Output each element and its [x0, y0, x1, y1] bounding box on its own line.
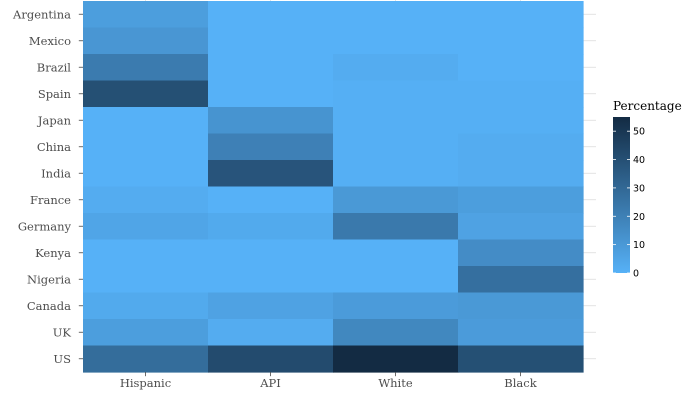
y-tick-label: India: [41, 166, 71, 180]
heatmap-cell-india-api: [208, 160, 334, 188]
heatmap-cell-india-hispanic: [83, 160, 209, 188]
heatmap-cell-mexico-hispanic: [83, 27, 209, 55]
heatmap-cell-germany-black: [458, 213, 584, 241]
heatmap-cell-brazil-white: [333, 54, 459, 82]
heatmap-cell-india-white: [333, 160, 459, 188]
heatmap-cell-brazil-black: [458, 54, 584, 82]
y-tick-label: US: [53, 352, 71, 366]
heatmap-cell-argentina-api: [208, 1, 334, 29]
heatmap-cell-kenya-hispanic: [83, 239, 209, 267]
heatmap-cell-germany-white: [333, 213, 459, 241]
heatmap-cell-china-black: [458, 133, 584, 161]
y-tick-label: Kenya: [35, 246, 71, 260]
heatmap-cell-japan-api: [208, 107, 334, 135]
x-tick-label: Black: [504, 376, 537, 390]
heatmap-cell-france-hispanic: [83, 186, 209, 214]
heatmap-cell-argentina-hispanic: [83, 1, 209, 29]
y-tick-label: Spain: [38, 87, 72, 101]
heatmap-cell-uk-black: [458, 319, 584, 347]
heatmap-cell-us-api: [208, 345, 334, 373]
heatmap-cell-uk-api: [208, 319, 334, 347]
legend-tick-label: 30: [633, 183, 645, 194]
heatmap-cell-china-white: [333, 133, 459, 161]
y-tick-label: Nigeria: [27, 272, 71, 286]
heatmap-cell-kenya-api: [208, 239, 334, 267]
y-tick-label: Mexico: [29, 34, 71, 48]
heatmap-cell-france-api: [208, 186, 334, 214]
y-tick-label: China: [37, 140, 71, 154]
heatmap-cell-germany-api: [208, 213, 334, 241]
heatmap-cell-brazil-api: [208, 54, 334, 82]
x-tick-label: White: [378, 376, 413, 390]
legend-title: Percentage: [613, 99, 682, 113]
legend-colorbar: [613, 117, 630, 273]
heatmap-cell-france-black: [458, 186, 584, 214]
heatmap-cell-china-hispanic: [83, 133, 209, 161]
heatmap-cell-spain-black: [458, 80, 584, 108]
color-legend: Percentage 0 10 20 30 40 50: [613, 99, 682, 280]
heatmap-cell-uk-white: [333, 319, 459, 347]
heatmap-cell-india-black: [458, 160, 584, 188]
legend-tick-label: 20: [633, 212, 645, 223]
heatmap-cell-kenya-black: [458, 239, 584, 267]
heatmap-cell-spain-white: [333, 80, 459, 108]
heatmap-cell-japan-black: [458, 107, 584, 135]
heatmap-cell-canada-api: [208, 292, 334, 320]
heatmap-cell-canada-black: [458, 292, 584, 320]
heatmap-cell-spain-api: [208, 80, 334, 108]
y-tick-label: Brazil: [37, 60, 72, 74]
heatmap-cell-france-white: [333, 186, 459, 214]
heatmap-cell-mexico-black: [458, 27, 584, 55]
x-axis-ticks: Hispanic API White Black: [120, 372, 538, 390]
heatmap-cell-nigeria-api: [208, 266, 334, 294]
heatmap-cell-kenya-white: [333, 239, 459, 267]
heatmap-cell-us-white: [333, 345, 459, 373]
heatmap-cell-germany-hispanic: [83, 213, 209, 241]
heatmap-cell-canada-hispanic: [83, 292, 209, 320]
heatmap-cell-mexico-white: [333, 27, 459, 55]
y-tick-label: Argentina: [12, 7, 71, 21]
heatmap-cell-japan-hispanic: [83, 107, 209, 135]
heatmap-cell-uk-hispanic: [83, 319, 209, 347]
y-tick-label: Canada: [27, 299, 71, 313]
legend-tick-label: 10: [633, 240, 645, 251]
legend-tick-label: 40: [633, 155, 645, 166]
heatmap-cell-mexico-api: [208, 27, 334, 55]
y-tick-label: France: [30, 193, 71, 207]
heatmap-cell-us-black: [458, 345, 584, 373]
heatmap-cell-spain-hispanic: [83, 80, 209, 108]
legend-tick-label: 0: [633, 269, 639, 280]
y-tick-label: UK: [53, 325, 72, 339]
y-axis-ticks: Argentina Mexico Brazil Spain Japan China Indi…: [12, 7, 83, 366]
y-tick-label: Germany: [18, 219, 72, 233]
heatmap-cell-argentina-white: [333, 1, 459, 29]
heatmap-cell-nigeria-white: [333, 266, 459, 294]
heatmap-cell-canada-white: [333, 292, 459, 320]
x-tick-label: Hispanic: [120, 376, 171, 390]
heatmap-cell-brazil-hispanic: [83, 54, 209, 82]
heatmap-cells: [83, 1, 584, 373]
heatmap-cell-argentina-black: [458, 1, 584, 29]
y-tick-label: Japan: [37, 113, 72, 127]
heatmap-cell-us-hispanic: [83, 345, 209, 373]
heatmap-cell-nigeria-hispanic: [83, 266, 209, 294]
heatmap-cell-japan-white: [333, 107, 459, 135]
x-tick-label: API: [259, 376, 281, 390]
heatmap-cell-nigeria-black: [458, 266, 584, 294]
legend-tick-label: 50: [633, 127, 645, 138]
heatmap-cell-china-api: [208, 133, 334, 161]
